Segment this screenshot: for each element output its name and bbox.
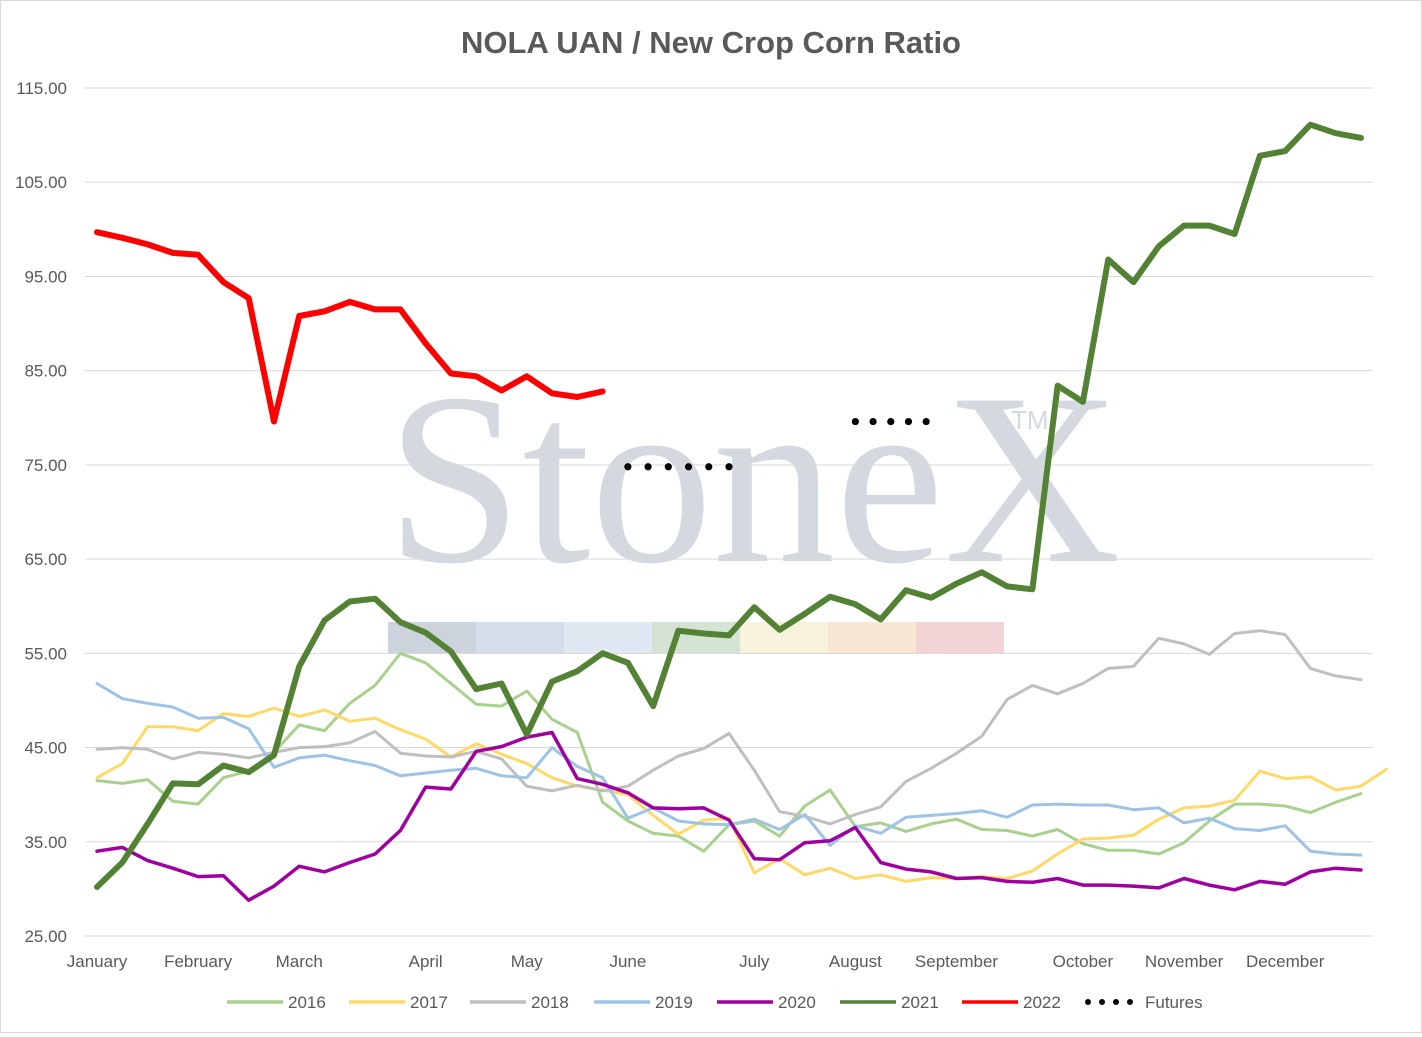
legend-label: Futures — [1145, 993, 1203, 1012]
x-tick-label: December — [1246, 952, 1325, 971]
futures-dot — [644, 463, 652, 471]
watermark-bar-segment — [916, 622, 1004, 654]
futures-dot — [705, 463, 713, 471]
legend-swatch-dot — [1099, 999, 1105, 1005]
futures-dots — [624, 417, 930, 471]
series-lines — [94, 121, 1388, 902]
chart-title: NOLA UAN / New Crop Corn Ratio — [461, 25, 961, 60]
legend: 2016 2017 2018 2019 2020 2021 2022 Futures — [227, 993, 1203, 1012]
watermark-bar-segment — [476, 622, 564, 654]
x-tick-label: July — [739, 952, 770, 971]
legend-swatch-dot — [1113, 999, 1119, 1005]
series-line-2020 — [95, 730, 1363, 902]
series-line-2022 — [94, 229, 606, 425]
legend-item-2022: 2022 — [962, 993, 1061, 1012]
legend-label: 2022 — [1023, 993, 1061, 1012]
stonex-watermark: StoneX TM — [386, 343, 1121, 654]
y-tick-label: 75.00 — [24, 456, 67, 475]
x-tick-label: September — [915, 952, 998, 971]
legend-item-2020: 2020 — [717, 993, 816, 1012]
y-tick-label: 35.00 — [24, 833, 67, 852]
legend-item-futures: Futures — [1085, 993, 1203, 1012]
watermark-trademark: TM — [1011, 405, 1049, 435]
y-tick-label: 45.00 — [24, 739, 67, 758]
x-tick-label: February — [164, 952, 233, 971]
y-tick-label: 115.00 — [16, 79, 67, 98]
legend-item-2018: 2018 — [470, 993, 569, 1012]
y-axis-ticks: 25.00 35.00 45.00 55.00 65.00 75.00 85.00 95.00… — [15, 79, 67, 946]
futures-dot — [684, 463, 693, 471]
legend-swatch-dot — [1085, 999, 1091, 1005]
x-axis-ticks: January February March April May June July Augu… — [67, 952, 1325, 971]
futures-dot — [922, 417, 930, 426]
futures-dot — [664, 463, 672, 471]
legend-swatch-dot — [1127, 999, 1133, 1005]
x-tick-label: June — [609, 952, 646, 971]
x-tick-label: November — [1145, 952, 1224, 971]
y-tick-label: 85.00 — [24, 362, 67, 381]
series-line-2017 — [95, 706, 1388, 883]
legend-item-2017: 2017 — [349, 993, 448, 1012]
futures-dot — [869, 417, 877, 426]
series-line-2018 — [95, 629, 1363, 826]
watermark-color-bar — [388, 622, 1004, 654]
x-tick-label: January — [67, 952, 128, 971]
futures-dot — [851, 417, 860, 426]
legend-label: 2019 — [655, 993, 693, 1012]
legend-label: 2018 — [531, 993, 569, 1012]
series-line-2021 — [94, 121, 1364, 890]
y-tick-label: 25.00 — [24, 927, 67, 946]
legend-label: 2020 — [778, 993, 816, 1012]
y-tick-label: 95.00 — [24, 267, 67, 286]
legend-item-2021: 2021 — [840, 993, 939, 1012]
x-tick-label: April — [409, 952, 443, 971]
legend-item-2019: 2019 — [594, 993, 693, 1012]
x-tick-label: May — [511, 952, 544, 971]
legend-label: 2021 — [901, 993, 939, 1012]
y-tick-label: 105.00 — [15, 173, 67, 192]
series-line-2019 — [95, 682, 1363, 857]
watermark-bar-segment — [564, 622, 652, 654]
watermark-logo-text: StoneX — [386, 343, 1121, 614]
x-tick-label: March — [276, 952, 323, 971]
x-tick-label: October — [1053, 952, 1114, 971]
legend-label: 2017 — [410, 993, 448, 1012]
futures-dot — [887, 417, 895, 426]
y-tick-label: 65.00 — [24, 550, 67, 569]
futures-dot — [725, 463, 733, 471]
futures-dot — [904, 417, 913, 426]
y-tick-label: 55.00 — [24, 644, 67, 663]
x-tick-label: August — [829, 952, 882, 971]
legend-label: 2016 — [288, 993, 326, 1012]
futures-dot — [624, 463, 632, 471]
legend-item-2016: 2016 — [227, 993, 326, 1012]
watermark-bar-segment — [828, 622, 916, 654]
